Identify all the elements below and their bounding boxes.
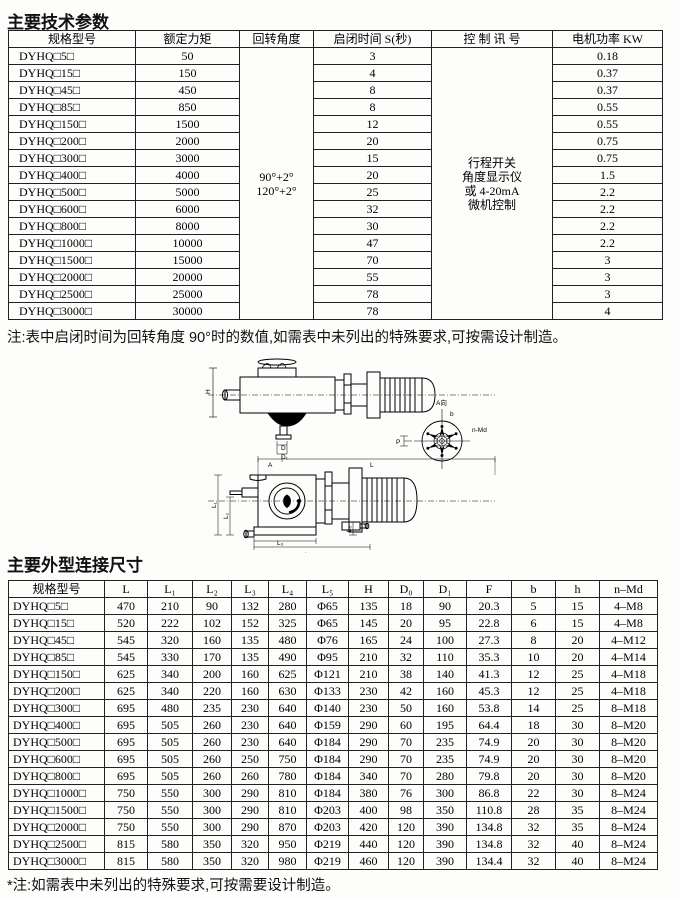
svg-text:b: b — [450, 411, 454, 418]
svg-text:D: D — [281, 445, 286, 452]
svg-text:P: P — [396, 439, 400, 446]
svg-text:H: H — [205, 389, 212, 394]
svg-text:L₄: L₄ — [305, 552, 312, 553]
svg-text:D₁: D₁ — [281, 454, 289, 461]
svg-text:L₅: L₅ — [346, 525, 353, 532]
svg-text:A向: A向 — [436, 398, 447, 407]
svg-text:L₃: L₃ — [277, 540, 284, 547]
svg-text:L₂: L₂ — [223, 512, 230, 519]
svg-text:A: A — [268, 462, 273, 469]
svg-text:n-Md: n-Md — [472, 427, 487, 434]
svg-text:L: L — [370, 462, 374, 469]
svg-text:L₁: L₁ — [211, 501, 218, 508]
